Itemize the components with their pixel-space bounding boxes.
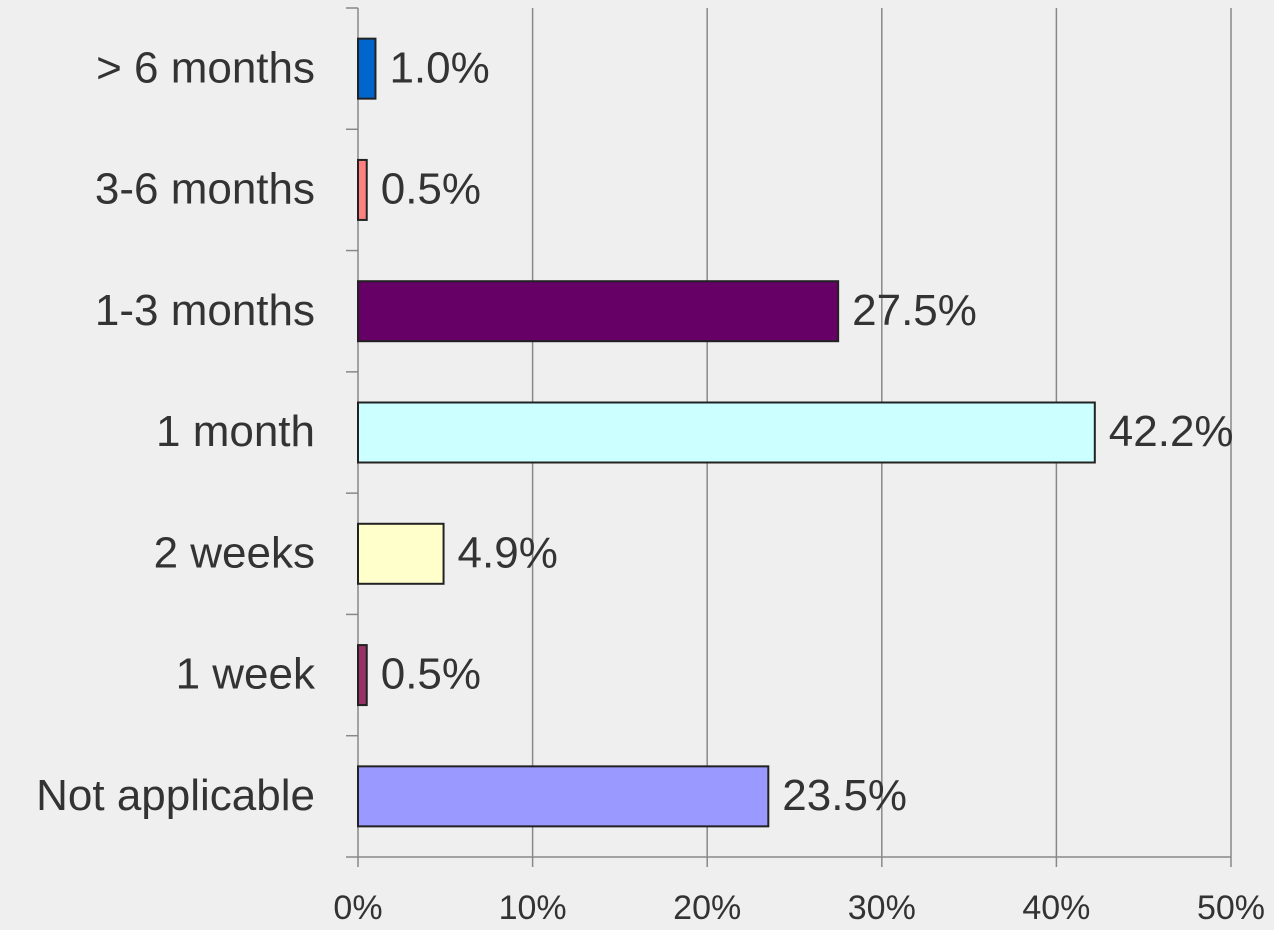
x-tick-label: 10% — [499, 889, 567, 927]
x-tick-label: 20% — [673, 889, 741, 927]
bar — [357, 158, 368, 221]
category-label: 1 week — [176, 650, 316, 699]
value-label: 0.5% — [381, 650, 481, 699]
category-label: 1 month — [156, 407, 315, 456]
category-label: 3-6 months — [95, 165, 315, 214]
value-label: 1.0% — [389, 43, 489, 92]
bar — [357, 401, 1096, 464]
x-tick-label: 40% — [1022, 889, 1090, 927]
bar — [357, 37, 377, 100]
x-tick-label: 30% — [848, 889, 916, 927]
category-label: 2 weeks — [154, 528, 315, 577]
bar — [357, 522, 445, 585]
value-label: 4.9% — [458, 528, 558, 577]
bar — [357, 765, 770, 828]
value-label: 42.2% — [1109, 407, 1234, 456]
x-tick-label: 0% — [333, 889, 382, 927]
value-label: 23.5% — [782, 771, 907, 820]
category-label: > 6 months — [96, 43, 315, 92]
category-label: 1-3 months — [95, 286, 315, 335]
value-label: 27.5% — [852, 286, 977, 335]
bar — [357, 644, 368, 707]
category-label: Not applicable — [36, 771, 315, 820]
value-label: 0.5% — [381, 165, 481, 214]
x-tick-label: 50% — [1197, 889, 1265, 927]
bar — [357, 280, 840, 343]
